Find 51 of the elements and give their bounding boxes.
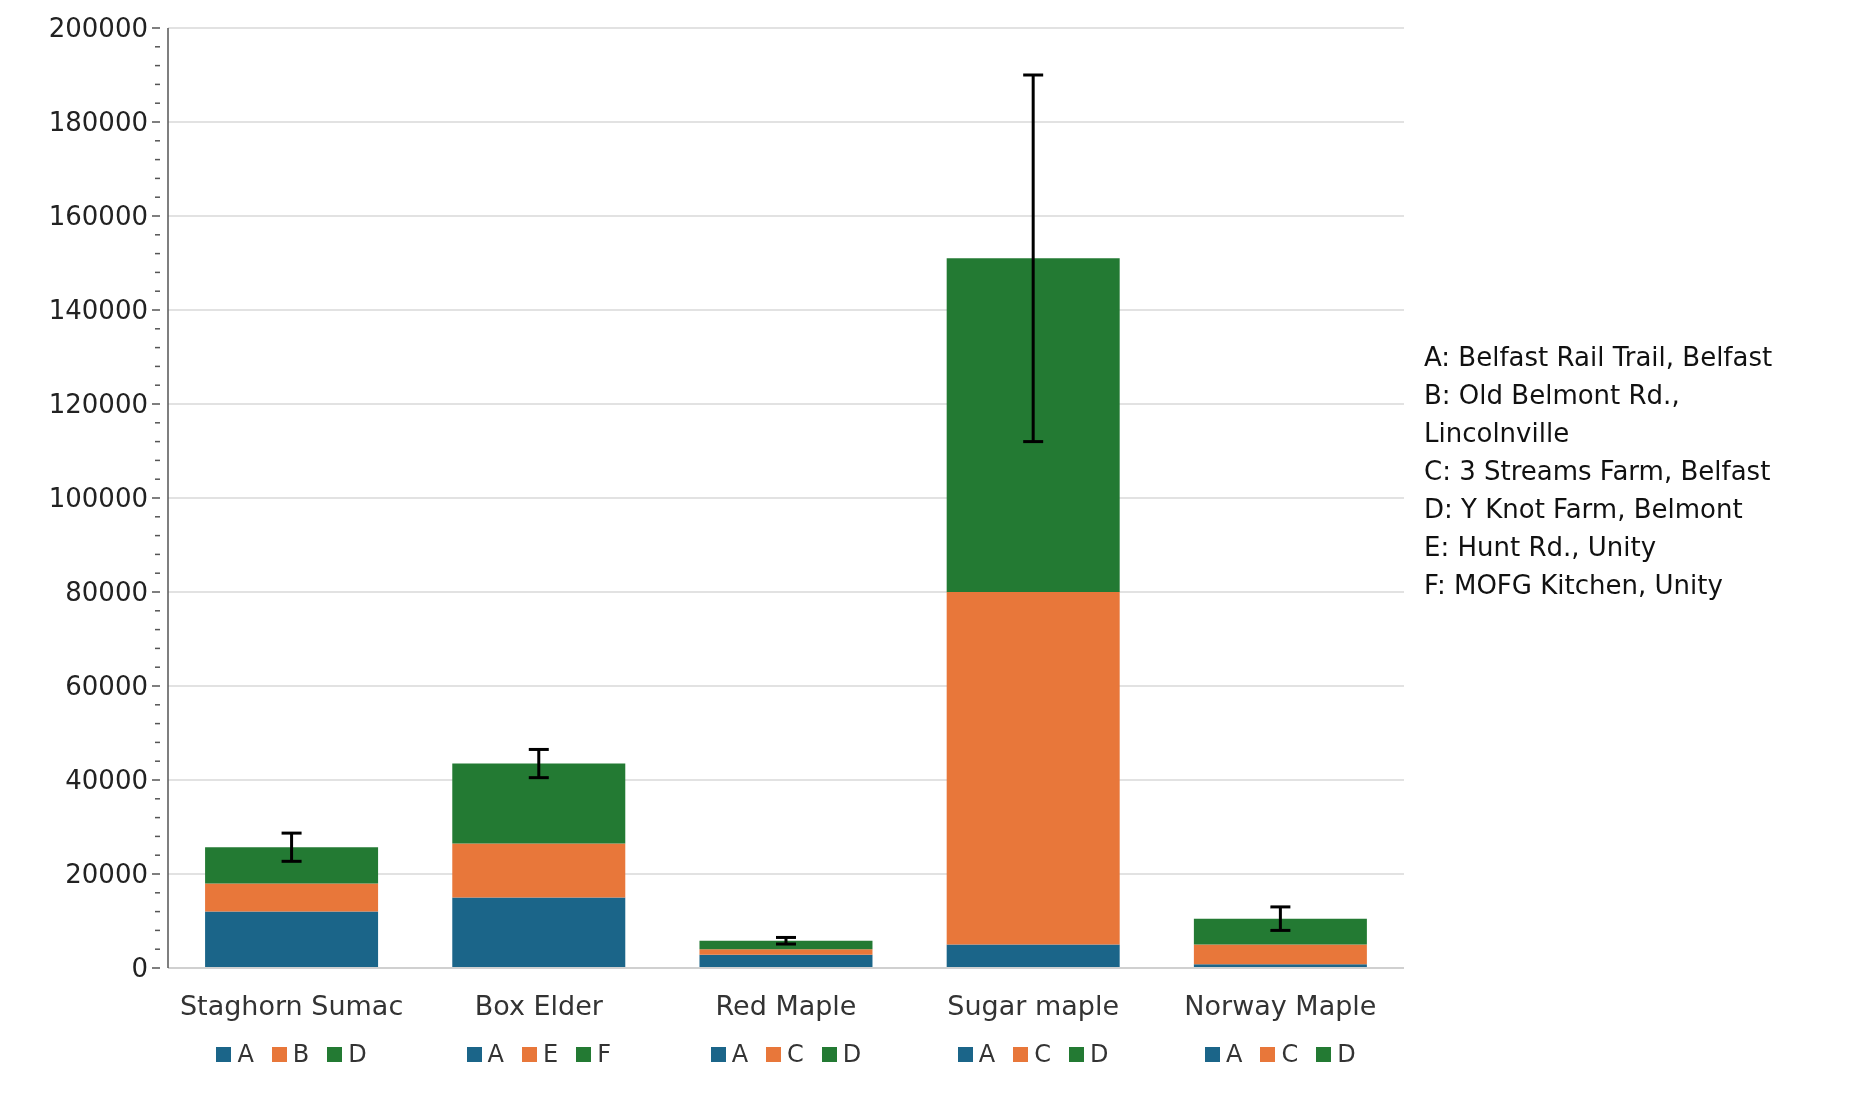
- y-tick-label: 20000: [65, 859, 148, 889]
- text: D: [842, 1040, 862, 1068]
- y-tick-label: 100000: [48, 483, 148, 513]
- bar: [452, 897, 626, 968]
- text: C: 3 Streams Farm, Belfast: [1424, 455, 1772, 488]
- x-tick-label: Red Maple: [715, 990, 857, 1022]
- y-tick-label: 120000: [48, 389, 148, 419]
- y-tick-label: 180000: [48, 107, 148, 137]
- x-tick-label: Norway Maple: [1184, 990, 1377, 1022]
- text: E: [543, 1040, 559, 1068]
- x-tick-label: Box Elder: [474, 990, 604, 1022]
- bar: [699, 949, 873, 955]
- bar: [1193, 918, 1367, 945]
- text: F: MOFG Kitchen, Unity: [1424, 569, 1724, 602]
- text: F: [597, 1040, 611, 1068]
- text: B: Old Belmont Rd., Lincolnville: [1424, 379, 1681, 450]
- y-tick-label: 80000: [65, 577, 148, 607]
- y-tick-label: 140000: [48, 295, 148, 325]
- text: B: [292, 1040, 310, 1068]
- text: D: [348, 1040, 367, 1068]
- bar: [1193, 944, 1367, 965]
- bar: [946, 944, 1120, 968]
- bar: [205, 883, 379, 912]
- y-tick-label: 200000: [48, 13, 148, 43]
- bar: [205, 911, 379, 968]
- text: D: [1337, 1040, 1356, 1068]
- y-tick-label: 60000: [65, 671, 148, 701]
- y-tick-label: 40000: [65, 765, 148, 795]
- bar: [452, 763, 626, 844]
- bar: [452, 843, 626, 898]
- text: A: [1226, 1040, 1243, 1068]
- text: A: [731, 1040, 749, 1068]
- bar: [699, 940, 873, 950]
- text: C: [787, 1040, 804, 1068]
- text: A: [487, 1040, 505, 1068]
- text: E: Hunt Rd., Unity: [1424, 531, 1658, 564]
- text: C: [1034, 1040, 1052, 1068]
- bar: [699, 954, 873, 968]
- y-tick-label: 0: [131, 953, 148, 983]
- bar: [946, 258, 1120, 592]
- text: D: Y Knot Farm, Belmont: [1424, 493, 1744, 526]
- text: C: [1281, 1040, 1299, 1068]
- bar: [946, 592, 1120, 945]
- x-tick-label: Staghorn Sumac: [179, 990, 404, 1022]
- text: A: [978, 1040, 996, 1068]
- y-tick-label: 160000: [48, 201, 148, 231]
- text: A: [237, 1040, 254, 1068]
- text: A: Belfast Rail Trail, Belfast: [1424, 341, 1774, 374]
- text: D: [1090, 1040, 1109, 1068]
- bar: [205, 847, 379, 884]
- x-tick-label: Sugar maple: [947, 990, 1120, 1022]
